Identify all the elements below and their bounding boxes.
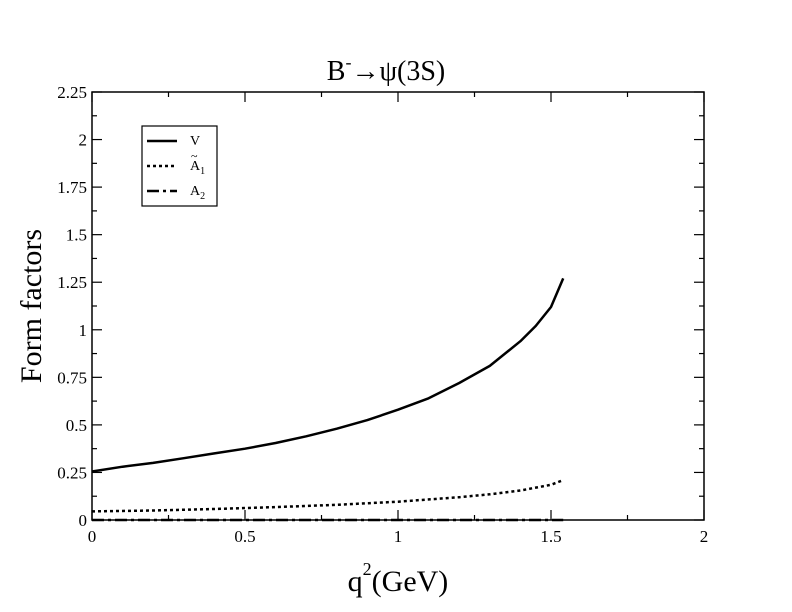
legend-item-a2: A2 [147,184,205,202]
chart-title: B-→ψ(3S) [327,52,445,87]
legend-label-a1-base: A [190,159,201,174]
x-tick-label: 0.5 [234,527,255,546]
plot-series [91,277,565,522]
y-tick-label: 2 [79,131,88,150]
y-tick-label: 0.75 [57,368,87,387]
chart-title-rest: →ψ(3S) [351,56,445,87]
legend-label-v-base: V [190,134,200,149]
legend-item-a1: ~ A1 [147,149,205,177]
x-tick-label: 1.5 [540,527,561,546]
x-axis-label-sup: 2 [363,559,372,579]
legend-item-v: V [147,134,200,149]
x-tick-label: 1 [394,527,403,546]
y-tick-label: 1.25 [57,273,87,292]
legend-label-a2-base: A [190,184,201,199]
plot-frame [91,91,705,521]
y-tick-label: 0.5 [66,416,87,435]
legend-label-a2-sub: 2 [200,191,205,202]
y-tick-label: 1.5 [66,226,87,245]
x-axis-label: q2(GeV) [348,559,449,598]
y-tick-label: 0 [79,511,88,530]
x-tick-label: 0 [88,527,97,546]
y-axis-label: Form factors [15,229,48,383]
legend-label-a2: A2 [190,184,205,202]
series-line-0 [91,277,565,473]
y-tick-label: 1 [79,321,88,340]
legend-label-v: V [190,134,200,149]
series-line-1 [91,478,564,513]
y-tick-label: 0.25 [57,463,87,482]
legend-label-a1: A1 [190,159,205,177]
chart-title-sup: - [345,52,351,72]
y-tick-label: 1.75 [57,178,87,197]
x-axis-label-rest: (GeV) [372,565,449,598]
chart-title-base: B [327,56,346,87]
x-axis-label-base: q [348,565,363,598]
legend: V ~ A1 A2 [141,125,218,207]
y-tick-label: 2.25 [57,83,87,102]
x-tick-label: 2 [700,527,709,546]
legend-label-a1-accent: ~ [191,149,198,163]
legend-label-a1-sub: 1 [200,166,205,177]
